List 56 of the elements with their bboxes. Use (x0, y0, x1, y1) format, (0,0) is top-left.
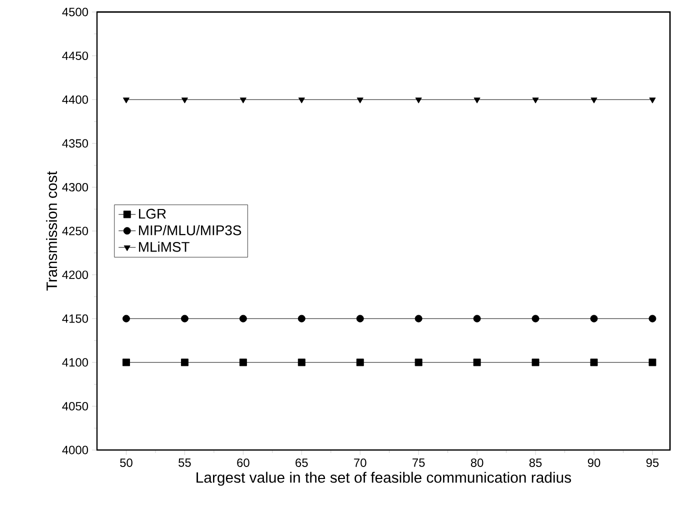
x-tick-label: 65 (296, 458, 308, 467)
x-tick-label: 55 (178, 458, 191, 467)
point (473, 314, 481, 322)
point (473, 358, 481, 366)
point (240, 98, 246, 104)
point (649, 98, 656, 104)
point (239, 358, 247, 366)
point (180, 358, 188, 366)
point (122, 358, 130, 366)
y-tick-label: 4400 (62, 95, 88, 104)
point (474, 98, 480, 104)
point (239, 314, 247, 322)
x-tick-label: 95 (646, 458, 659, 467)
point (180, 314, 188, 322)
point (648, 358, 656, 366)
y-tick-label: 4300 (62, 182, 88, 192)
y-tick-label: 4350 (62, 139, 88, 148)
point (590, 358, 598, 366)
y-tick-label: 4050 (62, 402, 88, 410)
x-tick-label: 70 (354, 458, 366, 467)
y-axis-title: Transmission cost (46, 171, 58, 291)
y-tick-label: 4150 (62, 314, 88, 323)
point (590, 314, 598, 322)
point (356, 358, 364, 366)
point (356, 98, 364, 104)
x-axis-title: Largest value in the set of feasible communication radius (196, 472, 572, 486)
x-tick-label: 85 (529, 458, 542, 467)
x-tick-label: 75 (412, 458, 425, 467)
legend-label: MLiMST (139, 242, 190, 252)
point (415, 98, 422, 104)
point (532, 98, 539, 104)
legend-label: LGR (139, 208, 166, 219)
x-tick-label: 50 (120, 458, 132, 467)
point (181, 98, 188, 104)
point (122, 98, 130, 104)
y-tick-label: 4500 (62, 8, 88, 16)
point (648, 314, 656, 322)
y-tick-label: 4000 (62, 446, 88, 454)
point (414, 314, 422, 322)
point (298, 98, 305, 104)
x-tick-label: 80 (470, 458, 484, 467)
y-tick-label: 4250 (62, 226, 88, 236)
point (298, 314, 306, 322)
point (298, 358, 306, 366)
x-tick-label: 90 (588, 458, 600, 467)
x-tick-label: 60 (237, 458, 250, 467)
y-tick-label: 4450 (62, 52, 88, 60)
legend-label: MIP/MLU/MIP3S (139, 225, 242, 236)
point (122, 314, 130, 322)
point (532, 358, 540, 366)
point (590, 98, 598, 104)
point (356, 314, 364, 322)
point (414, 358, 422, 366)
point (532, 314, 540, 322)
y-tick-label: 4100 (62, 358, 88, 367)
y-tick-label: 4200 (62, 270, 88, 280)
